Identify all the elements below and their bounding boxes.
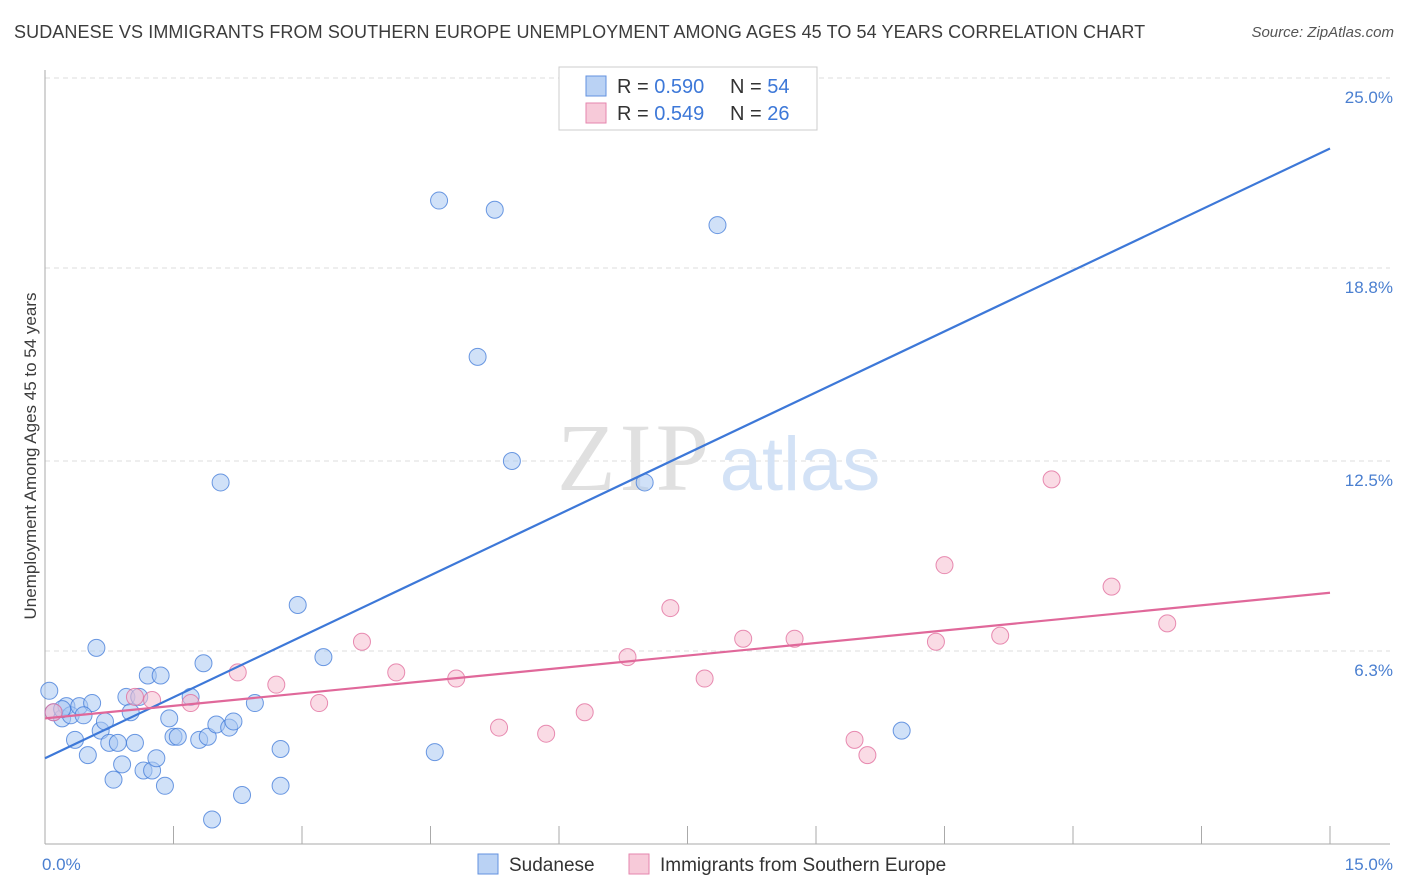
scatter-points xyxy=(40,191,1177,829)
southern-europe-point xyxy=(935,556,954,575)
sudanese-point xyxy=(87,638,106,657)
sudanese-point xyxy=(78,746,97,765)
sudanese-point xyxy=(314,648,333,667)
source-label: Source: ZipAtlas.com xyxy=(1251,24,1394,41)
sudanese-point xyxy=(108,733,127,752)
southern-europe-point xyxy=(352,632,371,651)
southern-europe-point xyxy=(575,703,594,722)
sudanese-point xyxy=(502,452,521,470)
svg-text:N = 54: N = 54 xyxy=(730,76,790,98)
southern-europe-point xyxy=(991,626,1010,645)
sudanese-point xyxy=(168,727,187,746)
sudanese-point xyxy=(113,755,132,774)
legend-n-label-2: N = xyxy=(730,103,767,125)
southern-europe-point xyxy=(695,669,714,688)
watermark-zip: ZIP xyxy=(557,404,713,511)
southern-europe-point xyxy=(490,718,509,737)
legend-r-label-1: R = xyxy=(617,76,654,98)
sudanese-point xyxy=(198,727,217,746)
southern-europe-point xyxy=(1102,577,1121,596)
southern-europe-point xyxy=(1158,614,1177,633)
southern-europe-point xyxy=(785,629,804,648)
y-tick-label: 12.5% xyxy=(1345,471,1393,490)
southern-europe-trend-line xyxy=(44,591,1331,720)
southern-europe-point xyxy=(858,746,877,765)
x-tick-label-max: 15.0% xyxy=(1345,855,1393,874)
watermark-atlas: atlas xyxy=(720,422,881,507)
legend-swatch-sudanese xyxy=(585,75,607,97)
sudanese-point xyxy=(151,666,170,685)
trend-lines xyxy=(44,147,1331,760)
sudanese-point xyxy=(468,347,487,366)
bottom-legend: Sudanese Immigrants from Southern Europe xyxy=(477,853,946,876)
southern-europe-point xyxy=(267,675,286,694)
southern-europe-point xyxy=(661,599,680,618)
sudanese-point xyxy=(125,733,144,752)
southern-europe-point xyxy=(125,687,144,706)
southern-europe-point xyxy=(310,694,329,713)
southern-europe-point xyxy=(734,629,753,648)
y-tick-label: 25.0% xyxy=(1345,88,1393,107)
legend-n-value-1: 54 xyxy=(767,76,789,98)
southern-europe-point xyxy=(926,632,945,651)
bottom-legend-swatch-southern-europe xyxy=(628,853,650,875)
grid xyxy=(45,77,1390,652)
southern-europe-point xyxy=(387,663,406,682)
sudanese-point xyxy=(104,770,123,789)
sudanese-point xyxy=(425,743,444,762)
sudanese-point xyxy=(194,654,213,673)
sudanese-point xyxy=(892,721,911,740)
legend-swatch-southern-europe xyxy=(585,102,607,124)
legend-n-label-1: N = xyxy=(730,76,767,98)
bottom-legend-swatch-sudanese xyxy=(477,853,499,875)
legend-n-value-2: 26 xyxy=(767,103,789,125)
sudanese-point xyxy=(147,749,166,768)
axes xyxy=(44,70,1390,845)
sudanese-point xyxy=(430,191,449,210)
sudanese-point xyxy=(224,712,243,731)
sudanese-point xyxy=(83,694,102,713)
southern-europe-point xyxy=(537,724,556,743)
southern-europe-point xyxy=(143,690,162,709)
sudanese-point xyxy=(288,596,307,615)
sudanese-point xyxy=(708,216,727,235)
svg-text:N = 26: N = 26 xyxy=(730,103,790,125)
legend-r-value-1: 0.590 xyxy=(654,76,704,98)
sudanese-point xyxy=(40,681,59,700)
legend-r-label-2: R = xyxy=(617,103,654,125)
svg-text:R = 0.590: R = 0.590 xyxy=(617,76,704,98)
sudanese-point xyxy=(485,200,504,219)
sudanese-point xyxy=(203,810,222,829)
y-tick-label: 18.8% xyxy=(1345,278,1393,297)
svg-text:R = 0.549: R = 0.549 xyxy=(617,103,704,125)
sudanese-point xyxy=(211,473,230,492)
watermark: ZIP atlas xyxy=(557,404,880,511)
southern-europe-point xyxy=(845,730,864,749)
x-tick-label-min: 0.0% xyxy=(42,855,81,874)
bottom-legend-label-sudanese: Sudanese xyxy=(509,855,595,876)
sudanese-point xyxy=(155,776,174,795)
sudanese-point xyxy=(233,785,252,804)
y-tick-label: 6.3% xyxy=(1354,661,1393,680)
southern-europe-point xyxy=(1042,470,1061,489)
legend-box: R = 0.590 N = 54 R = 0.549 N = 26 xyxy=(558,66,818,131)
sudanese-point xyxy=(160,709,179,728)
chart-title: SUDANESE VS IMMIGRANTS FROM SOUTHERN EUR… xyxy=(14,22,1146,42)
sudanese-trend-line xyxy=(44,147,1331,760)
bottom-legend-label-southern-europe: Immigrants from Southern Europe xyxy=(660,855,946,876)
legend-r-value-2: 0.549 xyxy=(654,103,704,125)
y-axis-title: Unemployment Among Ages 45 to 54 years xyxy=(21,293,40,620)
sudanese-point xyxy=(271,776,290,795)
tick-labels: 6.3% 12.5% 18.8% 25.0% 0.0% 15.0% xyxy=(42,88,1393,874)
sudanese-point xyxy=(271,740,290,759)
